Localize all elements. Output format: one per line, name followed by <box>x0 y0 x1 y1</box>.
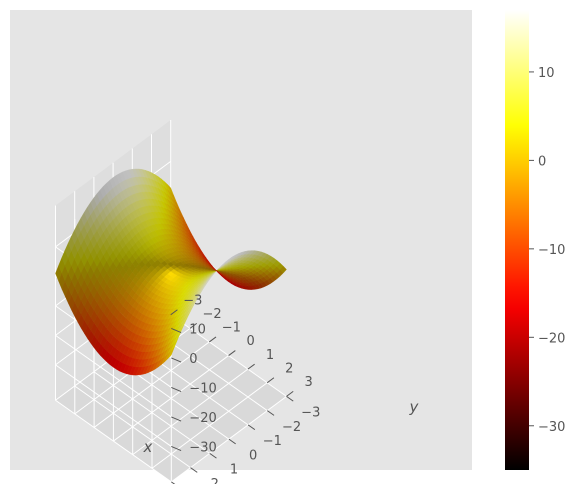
x-axis-label: x <box>143 438 153 456</box>
x-tick-label: −2 <box>202 307 221 322</box>
y-tick-label: −2 <box>282 420 301 435</box>
x-tick-label: −1 <box>222 321 241 336</box>
y-tick-label: 1 <box>230 463 238 478</box>
z-tick-label: 10 <box>189 322 206 337</box>
x-tick-label: 0 <box>247 334 255 349</box>
x-tick-label: 1 <box>266 348 274 363</box>
colorbar-ticks: 10 0 −10 −20 −30 <box>529 66 565 435</box>
x-tick-label: −3 <box>183 293 202 308</box>
y-tick-label: 0 <box>249 448 257 463</box>
z-tick-label: −30 <box>189 440 216 455</box>
colorbar <box>505 10 529 470</box>
colorbar-tick-label: 10 <box>538 66 555 81</box>
y-tick-label: −3 <box>301 406 320 421</box>
z-tick-label: 0 <box>189 352 197 367</box>
z-tick-label: −20 <box>189 411 216 426</box>
z-tick-label: −10 <box>189 381 216 396</box>
x-tick-label: 3 <box>304 375 312 390</box>
colorbar-tick-label: −20 <box>538 331 565 346</box>
y-tick-label: −1 <box>263 434 282 449</box>
y-tick-label: 2 <box>211 477 219 484</box>
y-axis-label: y <box>409 398 420 416</box>
colorbar-tick-label: −10 <box>538 243 565 258</box>
colorbar-tick-label: −30 <box>538 420 565 435</box>
x-tick-label: 2 <box>285 361 293 376</box>
colorbar-tick-label: 0 <box>538 154 546 169</box>
